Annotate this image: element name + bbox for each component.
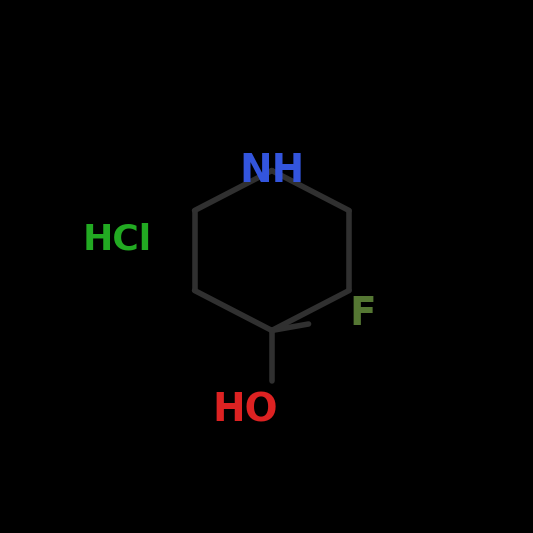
Text: HCl: HCl <box>83 223 152 257</box>
Text: F: F <box>349 295 376 334</box>
Text: NH: NH <box>239 151 304 190</box>
Text: HO: HO <box>212 391 278 430</box>
